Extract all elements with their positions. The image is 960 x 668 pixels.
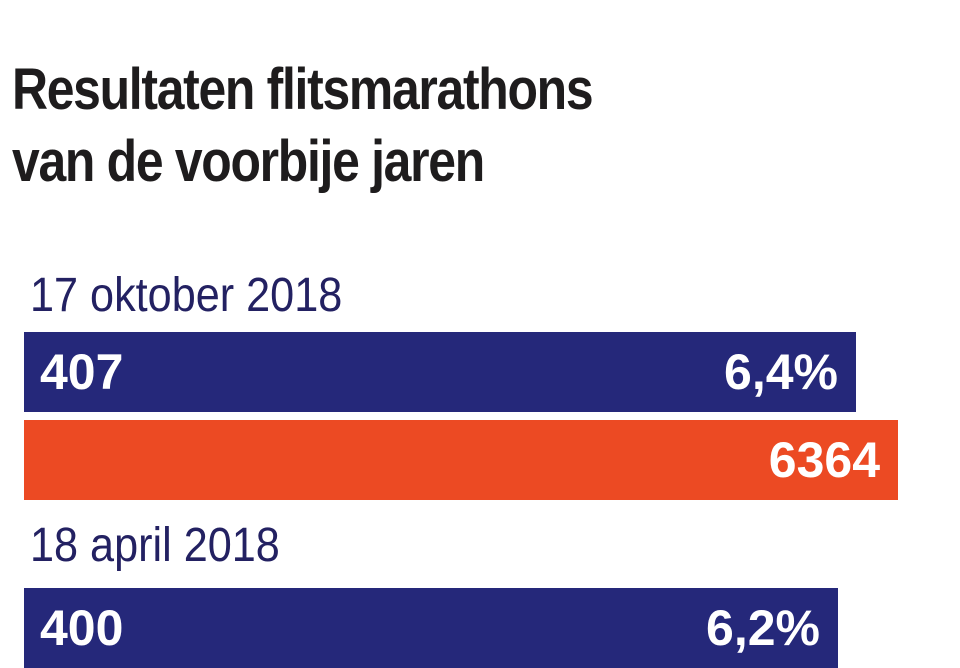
caught-value-label: 400 — [40, 600, 124, 656]
group-date-label: 18 april 2018 — [30, 519, 280, 572]
chart-title-line-2: van de voorbije jaren — [12, 129, 485, 194]
caught-bar: 407 6,4% — [24, 332, 856, 412]
total-value-label: 6364 — [768, 432, 880, 488]
chart-title-line-1: Resultaten flitsmarathons — [12, 57, 594, 122]
caught-bar: 400 6,2% — [24, 588, 838, 668]
group-date-label: 17 oktober 2018 — [30, 269, 343, 322]
total-bar: 6364 — [24, 420, 898, 500]
caught-percentage-label: 6,2% — [706, 600, 820, 656]
caught-value-label: 407 — [40, 344, 124, 400]
caught-percentage-label: 6,4% — [724, 344, 838, 400]
chart-title: Resultaten flitsmarathons van de voorbij… — [12, 54, 594, 198]
